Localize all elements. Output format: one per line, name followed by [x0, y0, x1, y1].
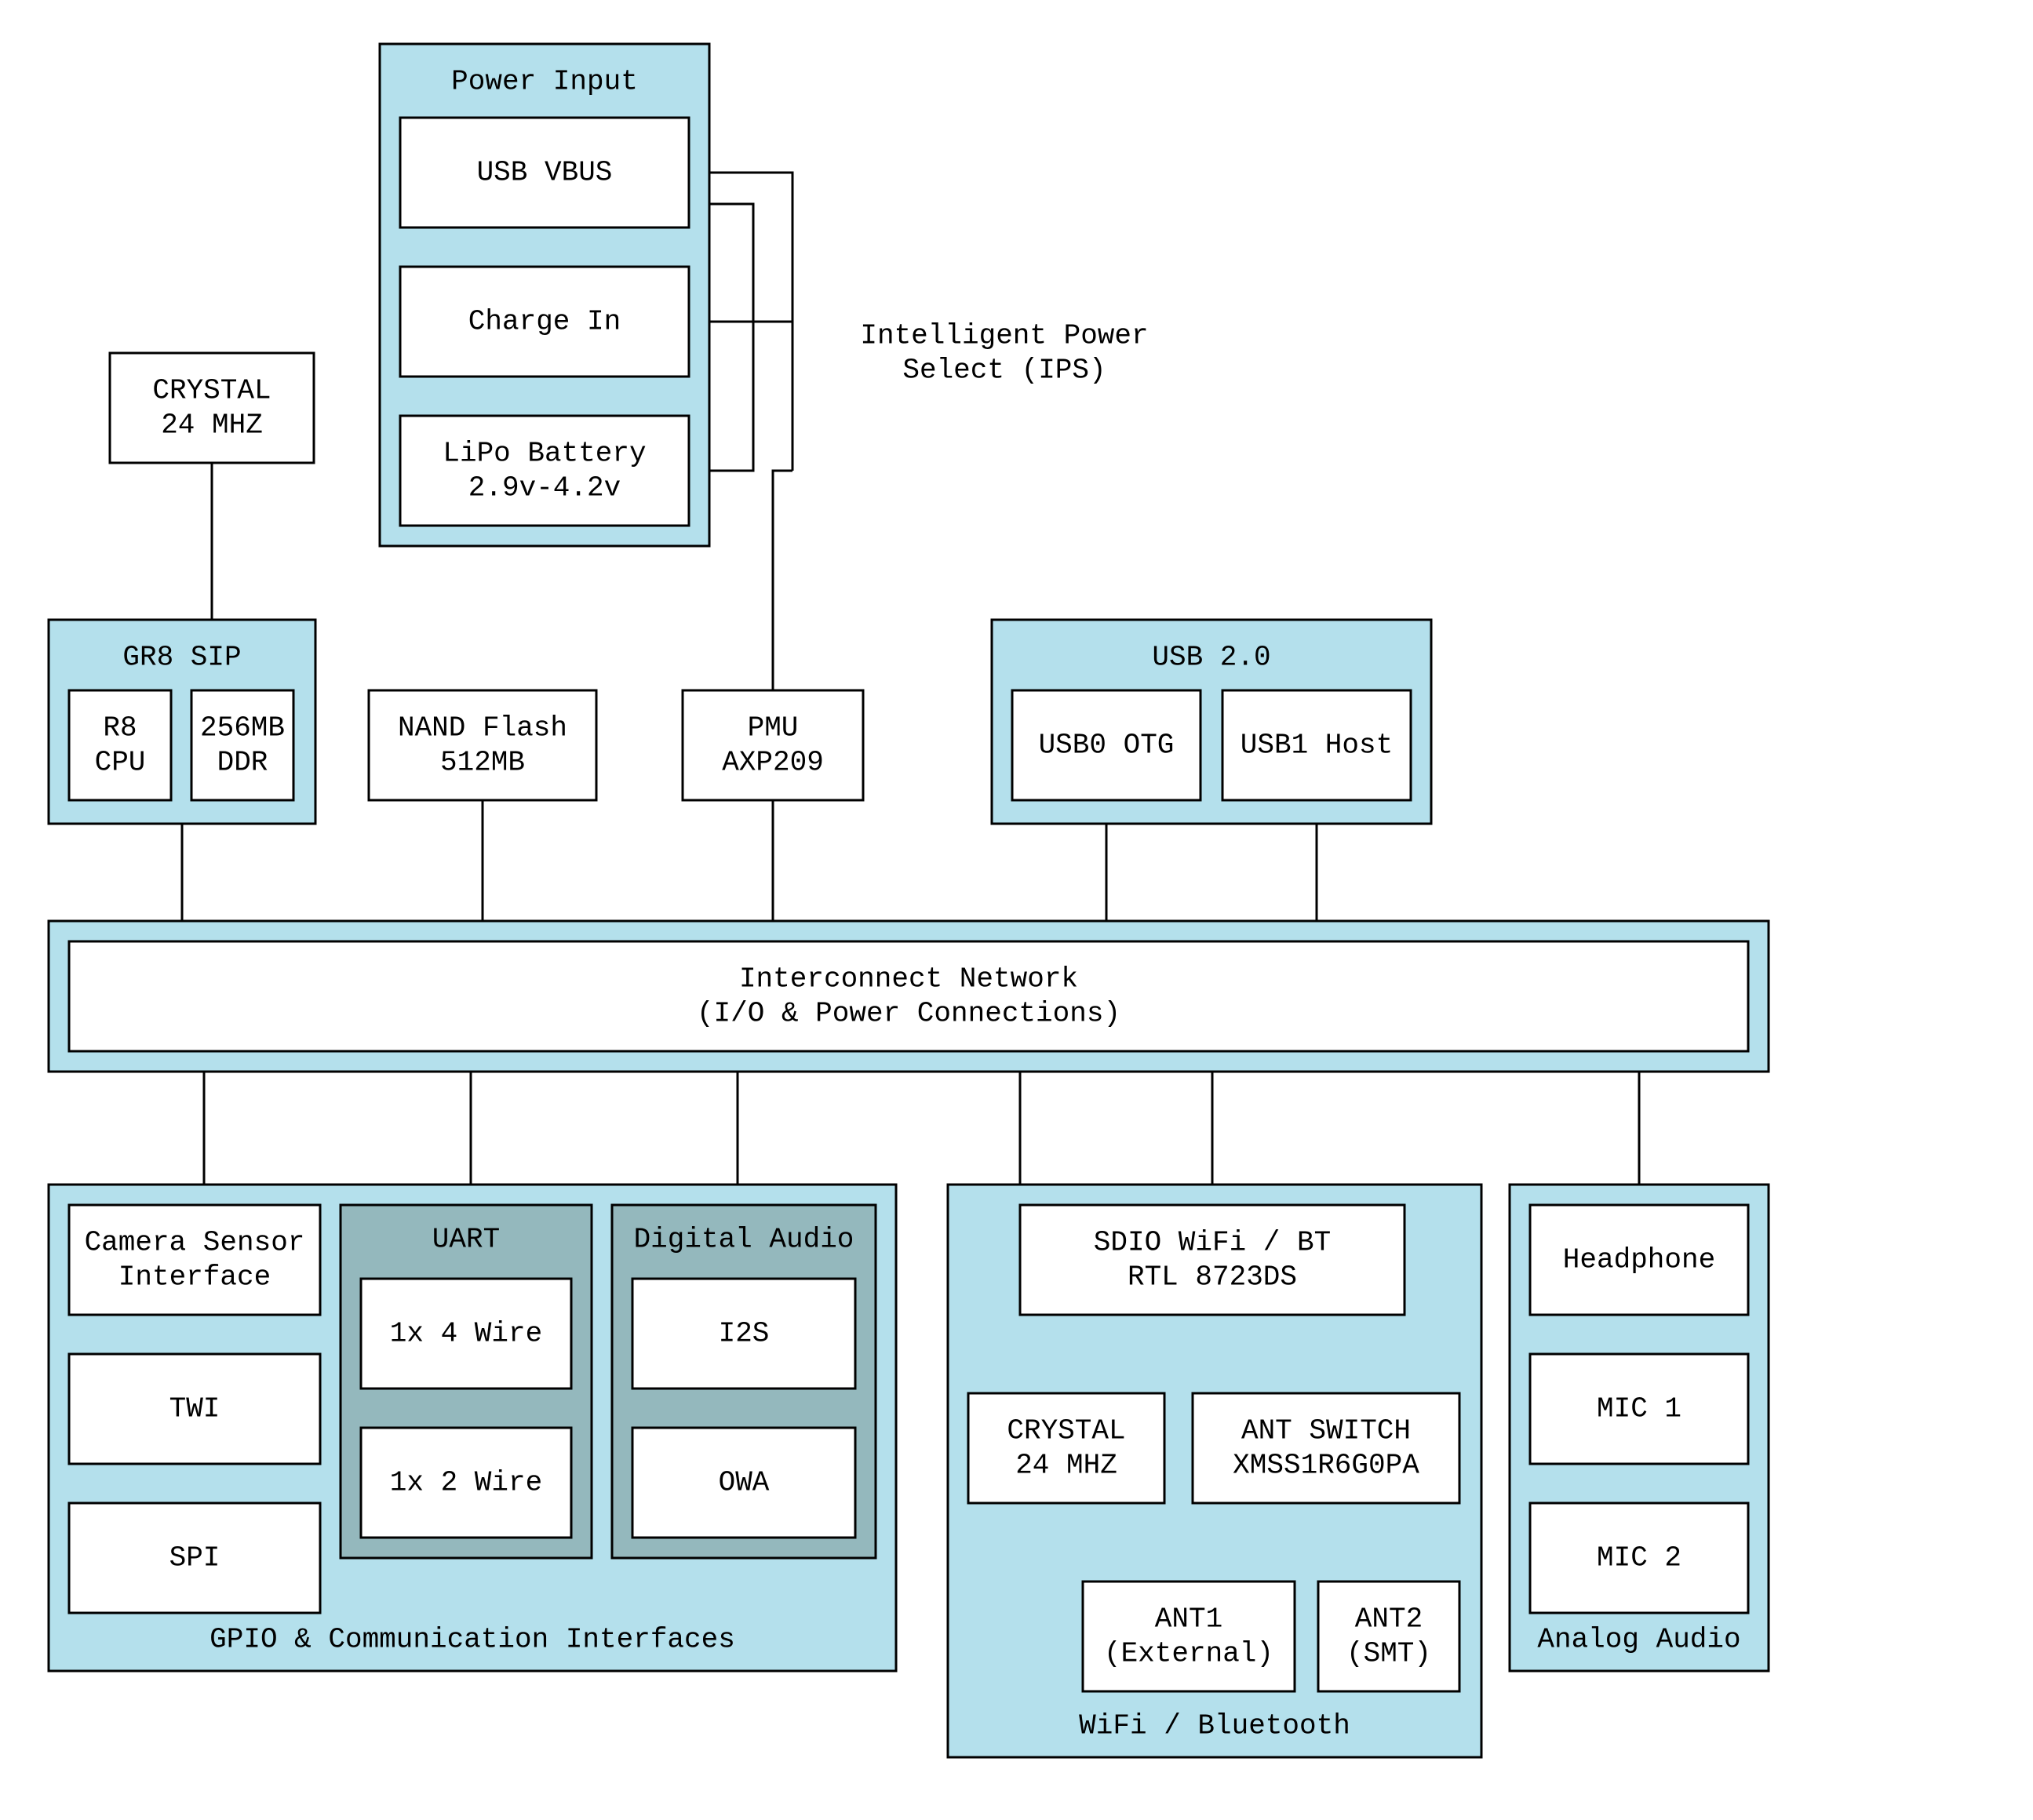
svg-text:Interconnect Network: Interconnect Network [739, 963, 1078, 996]
svg-text:I2S: I2S [719, 1318, 770, 1350]
svg-text:SDIO WiFi / BT: SDIO WiFi / BT [1094, 1227, 1331, 1259]
svg-text:MIC 1: MIC 1 [1597, 1393, 1681, 1425]
svg-text:GR8 SIP: GR8 SIP [122, 642, 241, 674]
svg-text:Camera Sensor: Camera Sensor [85, 1227, 305, 1259]
svg-text:Analog Audio: Analog Audio [1537, 1624, 1740, 1656]
svg-text:512MB: 512MB [440, 747, 525, 779]
svg-text:ANT SWITCH: ANT SWITCH [1241, 1415, 1411, 1447]
svg-text:Digital Audio: Digital Audio [634, 1224, 854, 1256]
svg-text:UART: UART [432, 1224, 500, 1256]
svg-text:PMU: PMU [748, 712, 799, 744]
svg-text:ANT1: ANT1 [1155, 1603, 1222, 1636]
svg-text:2.9v-4.2v: 2.9v-4.2v [468, 472, 621, 504]
svg-text:CRYSTAL: CRYSTAL [152, 375, 271, 407]
svg-text:LiPo Battery: LiPo Battery [443, 438, 646, 470]
svg-text:Intelligent Power: Intelligent Power [860, 320, 1148, 352]
svg-text:USB0 OTG: USB0 OTG [1039, 730, 1175, 762]
svg-text:Select (IPS): Select (IPS) [902, 355, 1106, 387]
svg-text:XMSS1R6G0PA: XMSS1R6G0PA [1233, 1450, 1419, 1482]
svg-text:RTL 8723DS: RTL 8723DS [1128, 1261, 1297, 1294]
svg-text:AXP209: AXP209 [722, 747, 824, 779]
svg-text:MIC 2: MIC 2 [1597, 1542, 1681, 1574]
svg-text:1x 4 Wire: 1x 4 Wire [390, 1318, 542, 1350]
svg-text:OWA: OWA [719, 1467, 770, 1499]
svg-text:CRYSTAL: CRYSTAL [1007, 1415, 1125, 1447]
svg-text:Power Input: Power Input [451, 66, 638, 98]
svg-text:NAND Flash: NAND Flash [398, 712, 567, 744]
svg-text:TWI: TWI [169, 1393, 220, 1425]
svg-text:WiFi / Bluetooth: WiFi / Bluetooth [1079, 1710, 1350, 1742]
svg-text:USB1 Host: USB1 Host [1241, 730, 1393, 762]
svg-text:USB VBUS: USB VBUS [477, 157, 613, 189]
svg-text:CPU: CPU [95, 747, 146, 779]
svg-text:(SMT): (SMT) [1346, 1638, 1431, 1670]
svg-text:Headphone: Headphone [1563, 1244, 1715, 1276]
svg-text:R8: R8 [103, 712, 137, 744]
svg-text:USB 2.0: USB 2.0 [1152, 642, 1270, 674]
block-diagram: Interconnect Network(I/O & Power Connect… [0, 0, 2033, 1820]
svg-text:ANT2: ANT2 [1355, 1603, 1423, 1636]
svg-text:24 MHZ: 24 MHZ [161, 410, 263, 442]
svg-text:(External): (External) [1104, 1638, 1273, 1670]
svg-text:DDR: DDR [217, 747, 268, 779]
svg-text:GPIO & Communication Interface: GPIO & Communication Interfaces [209, 1624, 735, 1656]
svg-text:Interface: Interface [118, 1261, 271, 1294]
svg-text:(I/O & Power Connections): (I/O & Power Connections) [697, 998, 1120, 1030]
svg-text:256MB: 256MB [200, 712, 285, 744]
svg-text:1x 2 Wire: 1x 2 Wire [390, 1467, 542, 1499]
svg-text:24 MHZ: 24 MHZ [1015, 1450, 1117, 1482]
svg-text:Charge In: Charge In [468, 306, 621, 338]
svg-text:SPI: SPI [169, 1542, 220, 1574]
